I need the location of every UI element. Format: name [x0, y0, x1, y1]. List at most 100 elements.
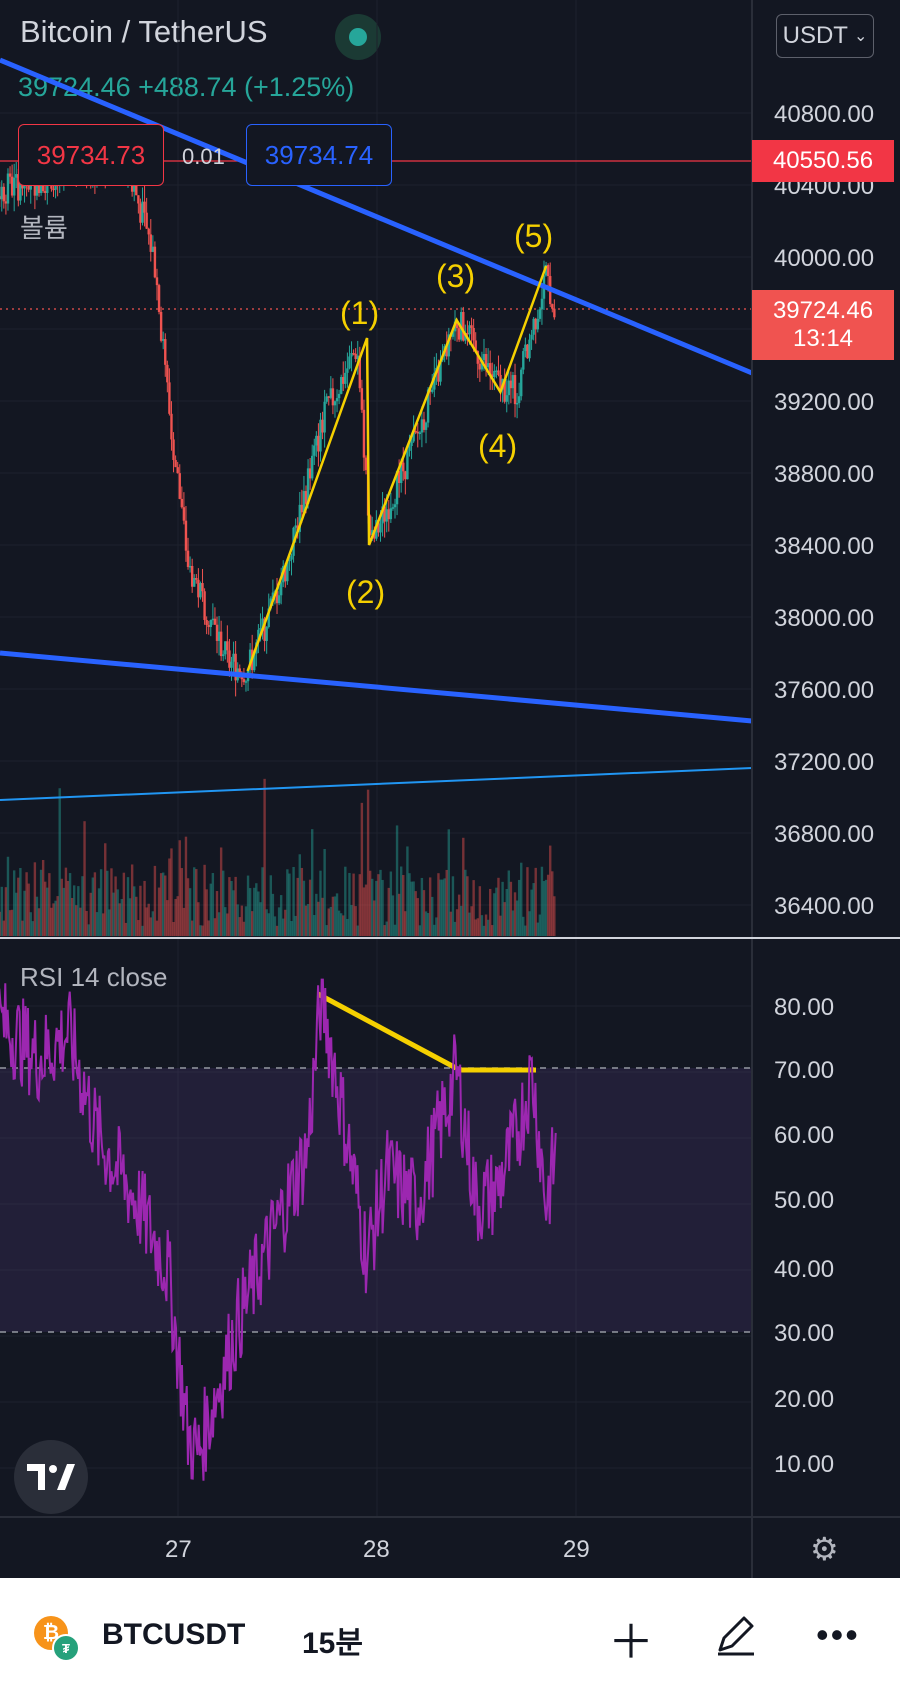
candle-body	[17, 174, 20, 201]
candle-body	[201, 583, 204, 592]
volume-bar	[44, 881, 47, 936]
candle-body	[213, 618, 217, 625]
volume-bar	[495, 887, 498, 936]
sell-price-button[interactable]: 39734.73	[18, 124, 164, 186]
volume-bar	[350, 905, 353, 936]
volume-bar	[112, 892, 115, 936]
candle-body	[230, 661, 233, 668]
tradingview-logo-icon[interactable]	[14, 1440, 88, 1514]
volume-bar	[377, 874, 380, 936]
volume-bar	[180, 868, 184, 936]
candle-body	[474, 340, 477, 352]
buy-price-button[interactable]: 39734.74	[246, 124, 392, 186]
rsi-tick: 60.00	[774, 1122, 835, 1149]
volume-bar	[188, 888, 192, 936]
candle-body	[379, 523, 382, 533]
interval-button[interactable]: 15분	[302, 1627, 363, 1660]
volume-bar	[209, 883, 212, 936]
trendline-thin[interactable]	[0, 767, 753, 801]
bar-countdown: 13:14	[792, 325, 854, 352]
candle-body	[224, 641, 227, 655]
candle-body	[491, 374, 494, 378]
rsi-tick: 50.00	[774, 1187, 835, 1214]
volume-bar	[116, 889, 119, 936]
volume-bar	[48, 873, 51, 936]
volume-bar	[133, 886, 136, 936]
volume-bar	[503, 902, 506, 936]
volume-bar	[168, 858, 171, 936]
volume-bar	[176, 896, 179, 936]
volume-bar	[549, 845, 552, 936]
volume-bar	[250, 911, 254, 936]
candle-body	[284, 565, 287, 582]
volume-bar	[524, 925, 527, 936]
candle-body	[526, 344, 529, 359]
pen-icon[interactable]	[712, 1610, 760, 1668]
symbol-title[interactable]: Bitcoin / TetherUS	[20, 14, 268, 49]
candle-body	[145, 212, 148, 229]
volume-bar	[420, 877, 424, 936]
volume-bar	[41, 859, 45, 936]
volume-bar	[356, 925, 359, 936]
candle-body	[410, 441, 413, 447]
candle-body	[513, 375, 517, 405]
more-icon[interactable]: •••	[816, 1614, 860, 1655]
symbol-button[interactable]: BTCUSDT	[102, 1618, 246, 1651]
volume-bar	[404, 911, 407, 936]
volume-bar	[155, 920, 159, 936]
candle-body	[451, 331, 455, 337]
volume-bar	[50, 907, 53, 936]
candle-body	[259, 628, 262, 630]
volume-bar	[329, 906, 333, 936]
main-chart[interactable]	[0, 0, 900, 1578]
candle-body	[209, 619, 212, 628]
alert-price-badge[interactable]: 40550.56	[752, 140, 894, 182]
volume-bar	[230, 880, 233, 936]
plus-icon[interactable]: ＋	[608, 1616, 654, 1668]
volume-bar	[89, 892, 92, 936]
volume-bar	[313, 915, 316, 936]
volume-bar	[302, 880, 306, 936]
volume-bar	[538, 914, 542, 936]
candle-body	[455, 321, 459, 329]
elliott-wave-line[interactable]	[246, 265, 548, 672]
trendline-upper[interactable]	[0, 57, 753, 376]
volume-bar	[186, 878, 190, 936]
volume-bar	[118, 903, 121, 936]
volume-bar	[321, 897, 324, 936]
volume-bar	[319, 870, 322, 936]
candle-body	[27, 183, 30, 190]
candle-body	[253, 653, 256, 671]
candle-body	[161, 339, 165, 341]
volume-bar	[124, 922, 128, 936]
volume-bar	[236, 904, 239, 936]
candle-body	[530, 334, 533, 340]
volume-bar	[228, 877, 231, 936]
volume-bar	[294, 915, 297, 936]
chevron-down-icon: ⌄	[853, 28, 868, 45]
volume-bar	[362, 887, 366, 936]
candle-body	[462, 312, 465, 341]
volume-bar	[491, 925, 494, 936]
volume-bar	[269, 875, 273, 936]
candle-body	[153, 246, 157, 278]
candle-body	[261, 618, 264, 629]
candle-body	[439, 360, 442, 382]
grid	[0, 0, 752, 1517]
volume-bar	[331, 896, 335, 936]
gear-icon[interactable]: ⚙	[810, 1531, 839, 1567]
volume-bar	[381, 879, 384, 936]
volume-bar	[460, 905, 463, 936]
candle-body	[412, 430, 415, 442]
trendline-lower[interactable]	[0, 650, 753, 724]
candles	[0, 139, 556, 697]
volume-bar	[515, 900, 519, 936]
volume-bar	[488, 888, 492, 936]
candle-body	[176, 467, 179, 474]
candle-body	[416, 431, 419, 434]
currency-selector[interactable]: USDT ⌄	[776, 14, 874, 58]
pen-glyph	[718, 1616, 754, 1656]
volume-bar	[431, 896, 434, 936]
rsi-divergence-1[interactable]	[316, 991, 458, 1071]
volume-bar	[153, 865, 157, 936]
